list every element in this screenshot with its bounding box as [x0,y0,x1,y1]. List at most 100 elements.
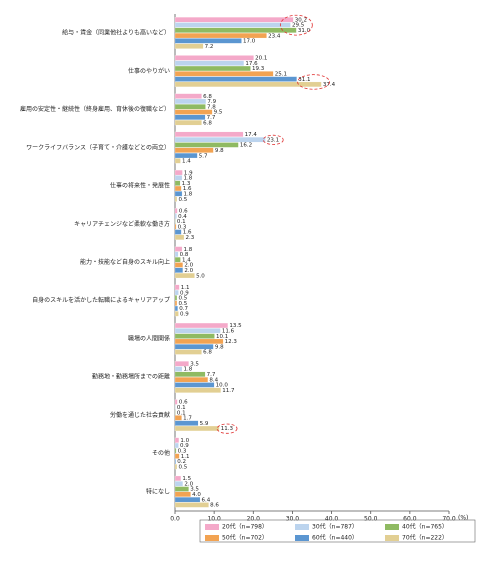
bar [175,421,198,426]
bar [175,33,267,38]
bar [175,263,183,268]
bar [175,71,273,76]
value-label: 1.4 [182,159,191,165]
value-label: 23.4 [268,33,281,39]
value-label: 17.0 [243,39,256,45]
bar [175,115,205,120]
bar [175,120,202,125]
bar [175,94,202,99]
bar [175,361,189,366]
value-label: 8.6 [210,503,219,509]
bar [175,334,215,339]
bar [175,344,213,349]
bar [175,382,214,387]
x-tick-label: 10.0 [207,516,221,523]
legend-swatch [205,535,219,541]
bar [175,438,179,443]
value-label: 6.8 [203,350,212,356]
bar [175,104,206,109]
x-tick-label: 50.0 [364,516,378,523]
value-label: 0.5 [178,464,187,470]
legend-swatch [295,535,309,541]
category-label: 給与・賃金（同業他社よりも高いなど） [62,29,170,37]
bar [175,476,181,481]
value-label: 11.3 [221,426,234,432]
value-label: 31.0 [298,28,311,34]
bar [175,497,200,502]
legend-swatch [385,524,399,530]
bar [175,257,180,262]
bar [175,285,179,290]
category-label: 仕事のやりがい [128,67,170,75]
bar [175,110,212,115]
bar [175,426,219,431]
bar [175,197,177,202]
bar [175,208,177,213]
bar [175,153,197,158]
bar [175,290,179,295]
legend-label: 20代（n=798） [222,523,268,531]
bar [175,372,205,377]
category-label: キャリアチェンジなど柔軟な働き方 [74,220,170,228]
bar [175,400,177,405]
value-label: 16.2 [240,143,252,149]
bar [175,148,213,153]
bar [175,38,242,43]
bar [175,492,191,497]
bar [175,388,221,393]
category-label: その他 [152,449,170,457]
bar [175,137,265,142]
category-label: 仕事の将来性・発展性 [110,182,170,190]
x-tick-label: 30.0 [286,516,300,523]
bar [175,230,181,235]
bar [175,367,182,372]
x-tick-label: 70.0 [442,516,456,523]
x-tick-label: 40.0 [325,516,339,523]
bar [175,77,297,82]
bar [175,82,321,87]
category-label: 自身のスキルを活かした転職によるキャリアアップ [32,296,170,304]
bar [175,301,177,306]
category-label: 職場の人間関係 [128,334,170,342]
legend-swatch [205,524,219,530]
value-label: 12.3 [225,339,238,345]
category-label: ワークライフバランス（子育て・介護などとの両立） [26,143,170,151]
bar [175,66,251,71]
bar [175,323,228,328]
bar [175,377,208,382]
bar [175,55,254,60]
bar [175,132,243,137]
bar [175,44,203,49]
category-label: 特になし [146,487,170,495]
bar [175,143,238,148]
bar [175,181,180,186]
bar [175,459,176,464]
value-label: 5.7 [199,153,208,159]
legend-swatch [295,524,309,530]
legend-label: 70代（n=222） [402,534,448,542]
value-label: 0.9 [180,311,189,317]
bar [175,61,244,66]
bar [175,481,183,486]
bar [175,252,178,257]
bar [175,214,177,219]
bar [175,311,179,316]
value-label: 0.5 [178,197,187,203]
bar [175,186,181,191]
bar [175,295,177,300]
bar [175,224,176,229]
category-label: 能力・技能など自身のスキル向上 [80,258,170,266]
bar [175,306,178,311]
bar [175,448,176,453]
bar [175,175,182,180]
bar [175,23,290,28]
bar [175,17,293,22]
legend-label: 30代（n=787） [312,523,358,531]
x-tick-label: 0.0 [170,516,180,523]
bar [175,170,182,175]
bar [175,328,220,333]
bar [175,268,183,273]
value-label: 23.1 [267,137,279,143]
x-tick-label: 20.0 [247,516,261,523]
bar [175,191,182,196]
